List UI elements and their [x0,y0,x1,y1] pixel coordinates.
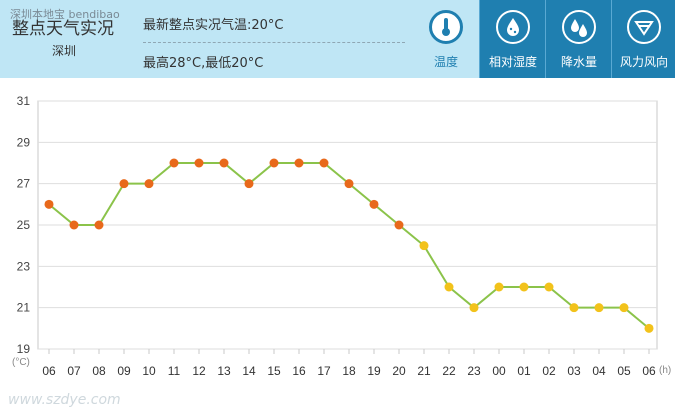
data-point [194,158,204,168]
city-label: 深圳 [52,44,77,58]
x-tick-label: 08 [92,364,106,378]
data-point [344,179,354,189]
summary-panel: 最新整点实况气温:20°C 最高28°C,最低20°C [135,0,413,78]
x-tick-label: 16 [292,364,306,378]
data-point [44,199,54,209]
x-tick-label: 15 [267,364,281,378]
data-point [494,282,504,292]
x-tick-label: 01 [517,364,531,378]
tab-humidity-label: 相对湿度 [488,55,537,69]
wind-icon [627,10,661,44]
x-tick-label: 03 [567,364,581,378]
y-tick-label: 23 [17,259,31,273]
x-tick-label: 07 [67,364,81,378]
x-tick-label: 09 [117,364,131,378]
y-tick-label: 25 [17,218,31,232]
data-point [244,179,254,189]
x-tick-label: 18 [342,364,356,378]
y-tick-label: 21 [17,301,31,315]
data-point [319,158,329,168]
data-point [569,303,579,313]
tab-humidity[interactable]: 相对湿度 [479,0,546,78]
x-tick-label: 06 [642,364,656,378]
tab-rainfall-label: 降水量 [560,55,597,69]
x-tick-label: 13 [217,364,231,378]
y-tick-label: 29 [17,135,31,149]
rain-drops-icon [562,10,596,44]
data-point [644,323,654,333]
data-point [519,282,529,292]
title-panel: 深圳本地宝 bendibao 整点天气实况 深圳 [0,0,136,78]
x-axis-unit: (h) [659,365,671,376]
data-point [444,282,454,292]
data-point [544,282,554,292]
x-tick-label: 20 [392,364,406,378]
x-tick-label: 19 [367,364,381,378]
tab-wind-label: 风力风向 [619,55,668,69]
x-tick-label: 04 [592,364,606,378]
data-point [594,303,604,313]
x-tick-label: 12 [192,364,206,378]
data-point [169,158,179,168]
x-tick-label: 17 [317,364,331,378]
y-tick-label: 27 [17,177,31,191]
data-point [394,220,404,230]
x-tick-label: 14 [242,364,256,378]
x-tick-label: 02 [542,364,556,378]
data-point [269,158,279,168]
data-point [469,303,479,313]
temperature-chart: 19 21 23 25 27 29 31 (°C) 06 07 08 09 10 11 12 13 14 15 16… [12,94,671,378]
watermark: www.szdye.com [8,392,121,408]
latest-temp-text: 最新整点实况气温:20°C [143,18,284,33]
y-tick-label: 31 [17,94,31,108]
tab-rainfall[interactable]: 降水量 [545,0,612,78]
thermometer-icon [429,10,463,44]
data-point [419,241,429,251]
page-title: 整点天气实况 [12,19,114,39]
data-point [69,220,79,230]
data-point [619,303,629,313]
overlay-text: 深圳本地宝 bendibao [10,8,120,21]
x-tick-label: 22 [442,364,456,378]
tab-wind[interactable]: 风力风向 [611,0,675,78]
data-point [119,179,129,189]
x-tick-label: 05 [617,364,631,378]
tab-temperature-label: 温度 [433,55,458,69]
x-tick-label: 11 [168,364,181,378]
humidity-drop-icon [496,10,530,44]
data-point [294,158,304,168]
data-point [219,158,229,168]
y-axis-unit: (°C) [12,357,30,368]
tab-temperature[interactable]: 温度 [413,0,479,78]
x-tick-label: 06 [42,364,56,378]
data-point [144,179,154,189]
high-low-text: 最高28°C,最低20°C [143,56,264,71]
divider [143,42,405,43]
x-tick-label: 10 [142,364,156,378]
data-point [369,199,379,209]
y-tick-label: 19 [17,342,31,356]
x-tick-label: 00 [492,364,506,378]
header: 深圳本地宝 bendibao 整点天气实况 深圳 最新整点实况气温:20°C 最… [0,0,675,78]
x-tick-label: 21 [417,364,431,378]
x-tick-label: 23 [467,364,481,378]
data-point [94,220,104,230]
